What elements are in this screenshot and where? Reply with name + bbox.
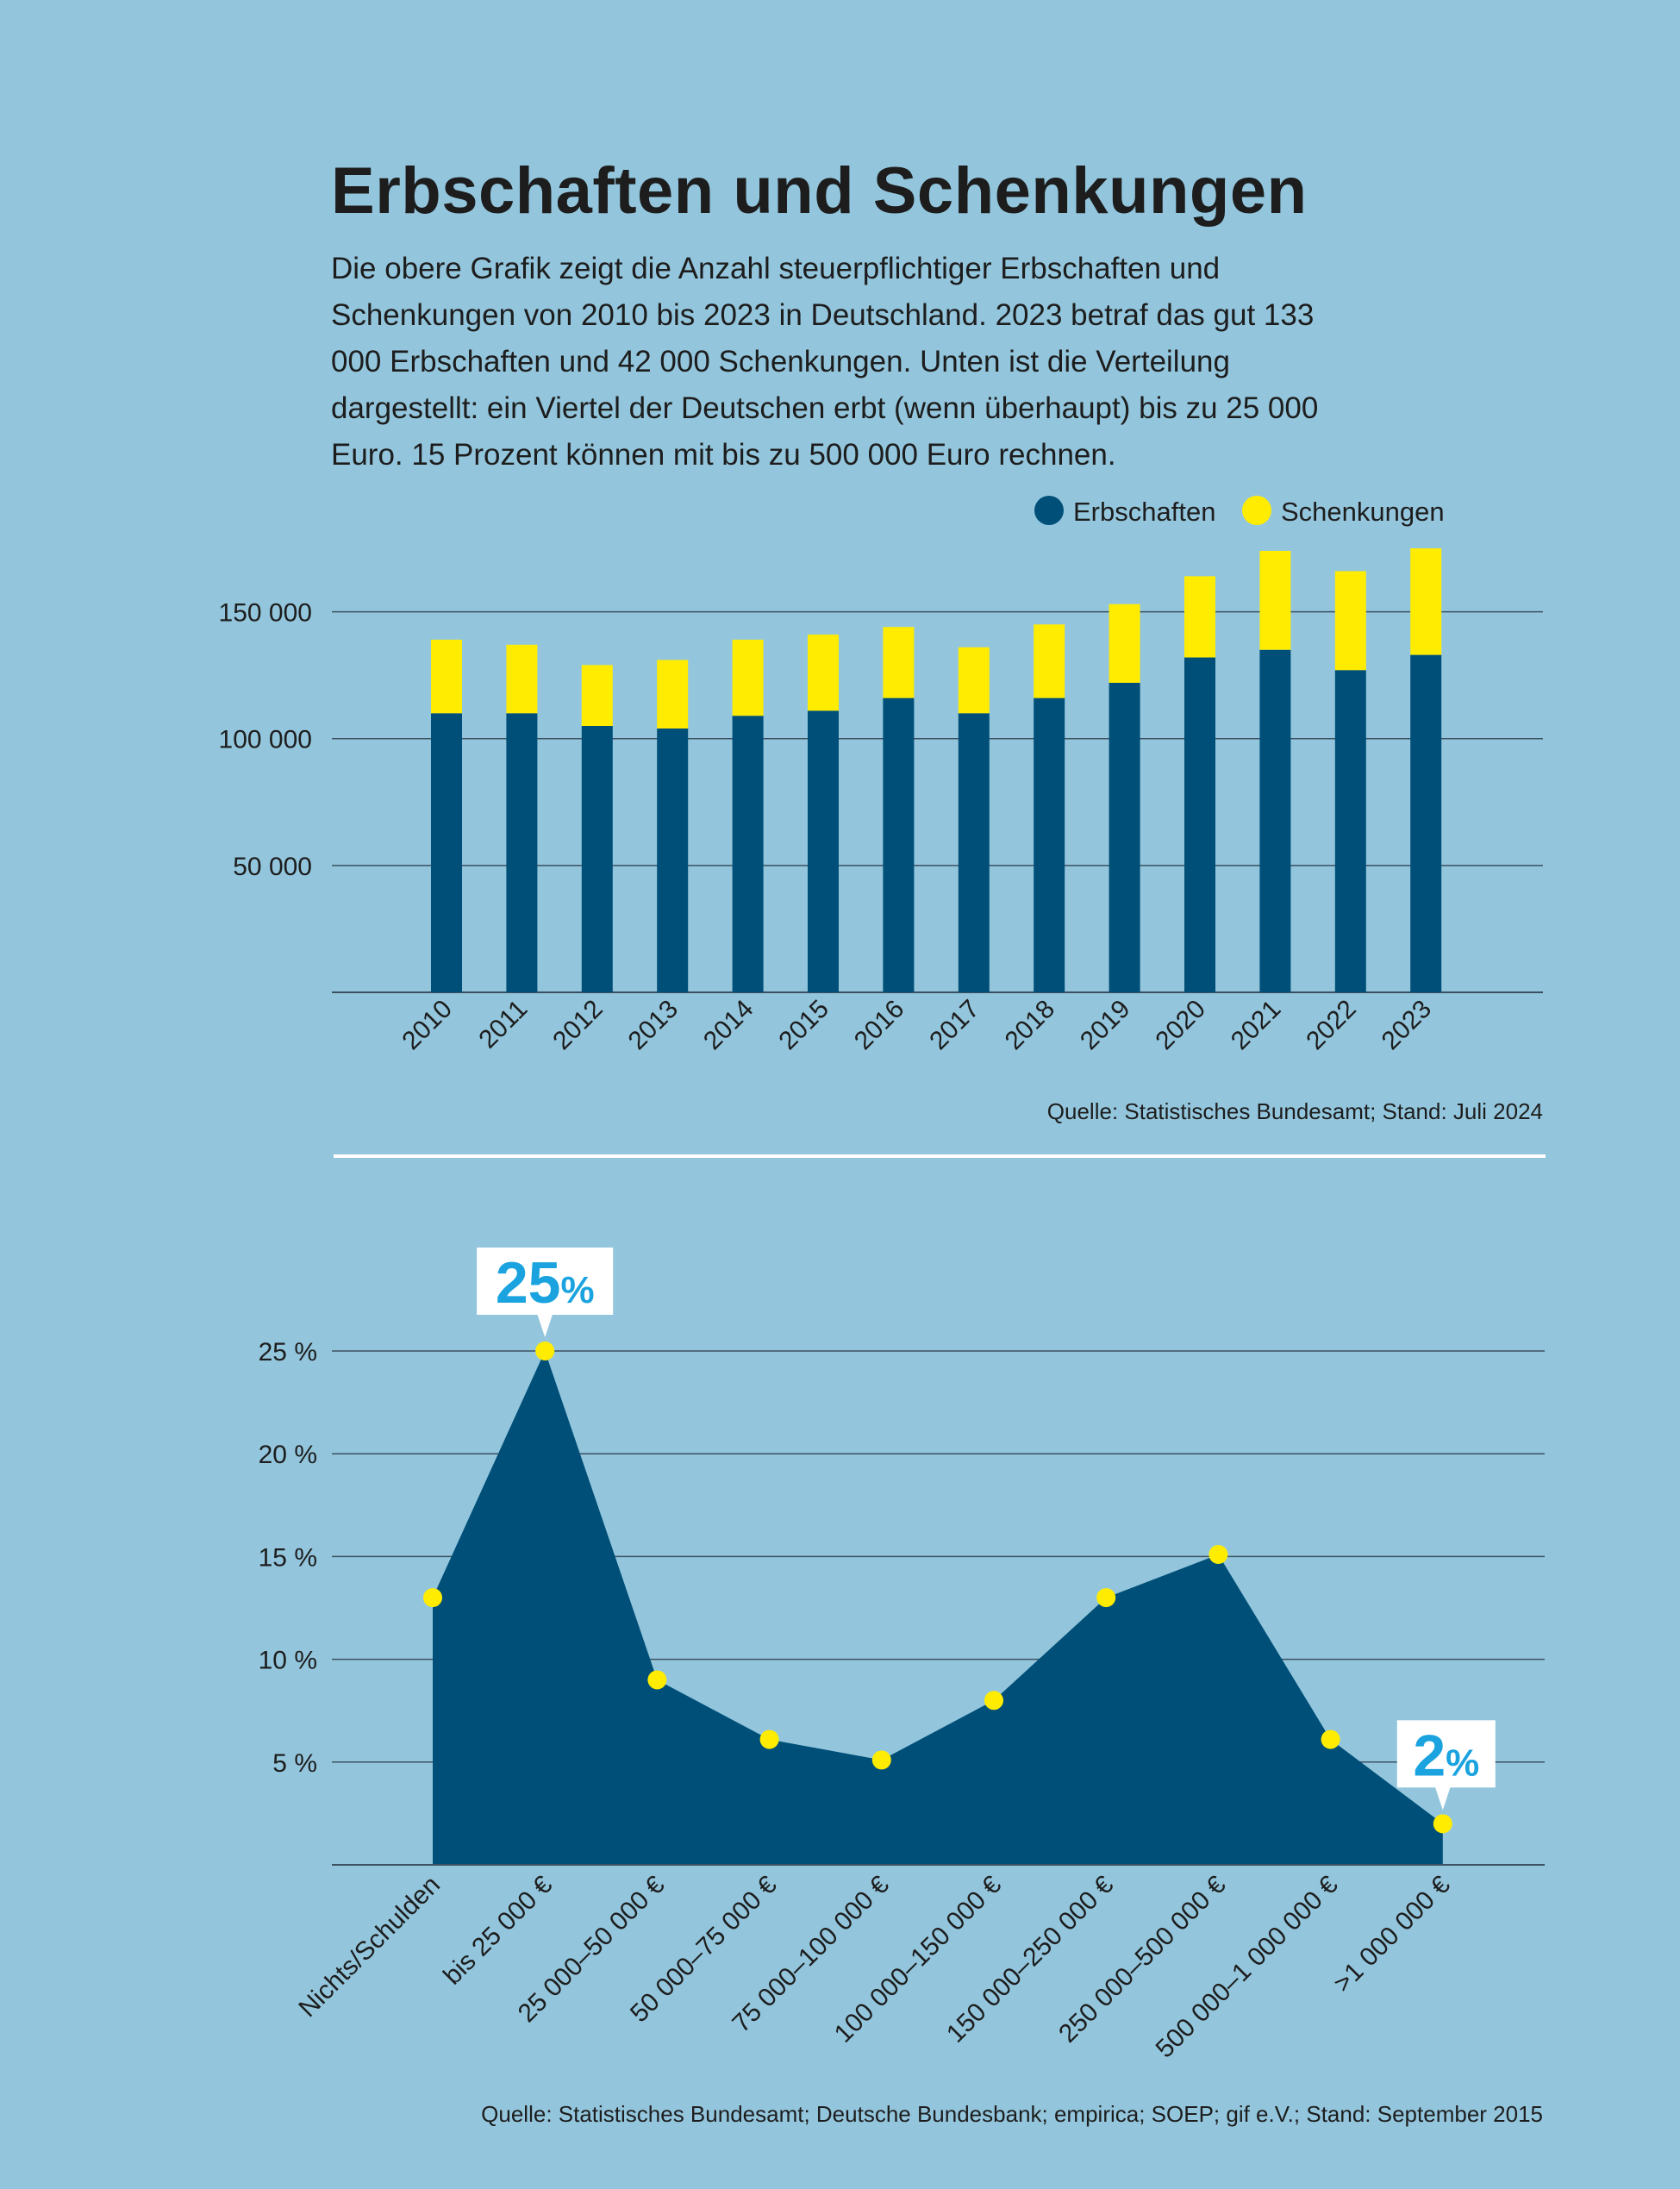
bar-erbschaften	[506, 713, 538, 992]
bar-erbschaften	[581, 726, 613, 992]
data-point	[759, 1729, 779, 1749]
intro-text: Die obere Grafik zeigt die Anzahl steuer…	[331, 252, 1319, 472]
data-point	[647, 1670, 667, 1690]
callout-pointer	[537, 1314, 553, 1337]
y-tick-label: 20 %	[259, 1441, 317, 1469]
data-point	[984, 1691, 1003, 1711]
data-point	[1208, 1545, 1228, 1565]
callout-box	[1396, 1720, 1496, 1788]
bar-erbschaften	[808, 710, 839, 992]
data-point	[535, 1342, 555, 1360]
data-point	[871, 1750, 891, 1770]
data-point	[1321, 1729, 1340, 1749]
callout-pointer	[1434, 1786, 1451, 1811]
bar-schenkungen	[1410, 548, 1442, 655]
bar-schenkungen	[1334, 571, 1366, 671]
x-tick-label: >1 000 000 €	[1328, 1870, 1456, 1998]
callout-label: 2%	[1413, 1723, 1479, 1788]
section-divider	[334, 1154, 1546, 1158]
bar-erbschaften	[431, 713, 462, 992]
bar-erbschaften	[1184, 657, 1215, 992]
y-tick-label: 25 %	[259, 1338, 317, 1367]
bar-erbschaften	[883, 697, 915, 992]
source-note: Quelle: Statistisches Bundesamt; Stand: …	[1047, 1098, 1543, 1124]
callout-unit: %	[1446, 1742, 1479, 1784]
bar-erbschaften	[1034, 697, 1065, 992]
x-tick-label: bis 25 000 €	[438, 1870, 558, 1990]
x-tick-label: Nichts/Schulden	[293, 1871, 446, 2023]
bar-schenkungen	[1259, 550, 1291, 650]
bar-erbschaften	[1334, 670, 1366, 992]
area-fill	[433, 1351, 1443, 1865]
bar-schenkungen	[1184, 576, 1215, 658]
bar-schenkungen	[657, 660, 689, 729]
data-point	[1096, 1588, 1116, 1608]
bar-schenkungen	[506, 644, 538, 714]
x-tick-label: 500 000–1 000 000 €	[1151, 1870, 1344, 2063]
y-tick-label: 150 000	[219, 599, 312, 628]
bar-erbschaften	[958, 713, 990, 992]
y-tick-label: 10 %	[259, 1647, 317, 1675]
bar-schenkungen	[883, 627, 915, 698]
bar-schenkungen	[431, 639, 462, 714]
callout: 2%	[1396, 1720, 1496, 1811]
y-tick-label: 50 000	[233, 853, 312, 881]
callout-label: 25%	[496, 1250, 595, 1316]
bar-schenkungen	[1034, 624, 1065, 698]
bar-erbschaften	[1109, 682, 1140, 992]
page-title: Erbschaften und Schenkungen	[331, 154, 1308, 228]
callout-box	[477, 1248, 614, 1315]
bar-schenkungen	[581, 665, 613, 726]
legend-label: Erbschaften	[1073, 497, 1215, 527]
bar-schenkungen	[808, 635, 839, 711]
source-note: Quelle: Statistisches Bundesamt; Deutsch…	[481, 2101, 1543, 2127]
bar-schenkungen	[958, 647, 990, 714]
callout: 25%	[477, 1248, 614, 1337]
data-point	[423, 1588, 442, 1608]
data-point	[1433, 1814, 1452, 1834]
bar-erbschaften	[1259, 649, 1291, 992]
y-tick-label: 5 %	[272, 1749, 317, 1778]
bar-erbschaften	[657, 728, 689, 992]
legend-label: Schenkungen	[1281, 497, 1445, 527]
bar-schenkungen	[1109, 604, 1140, 683]
bar-erbschaften	[1410, 654, 1442, 992]
callout-number: 25	[496, 1250, 561, 1316]
bar-schenkungen	[732, 639, 764, 716]
y-tick-label: 15 %	[259, 1543, 317, 1572]
legend-swatch-erbschaften	[1034, 496, 1064, 525]
callout-number: 2	[1413, 1723, 1446, 1788]
legend-swatch-schenkungen	[1242, 496, 1271, 525]
y-tick-label: 100 000	[219, 726, 312, 754]
callout-unit: %	[560, 1269, 594, 1311]
bar-erbschaften	[732, 716, 764, 992]
